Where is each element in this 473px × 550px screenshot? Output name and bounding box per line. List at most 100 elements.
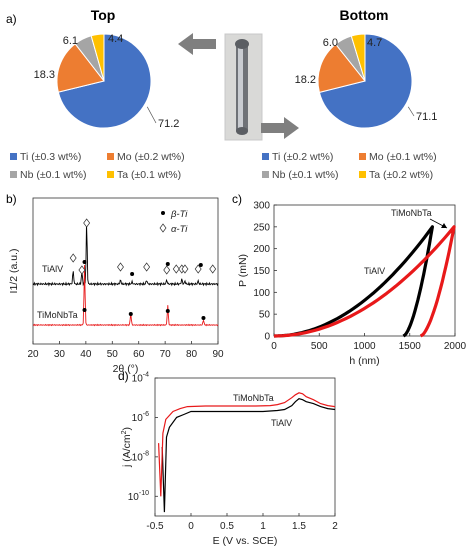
xrd-frame: [32, 197, 219, 345]
legend-swatch: [262, 171, 269, 178]
pol-xtick-label: 1: [260, 521, 266, 532]
pol-label-tialv: TiAlV: [271, 418, 292, 428]
arrow-left: [178, 33, 216, 55]
legend-entry: Nb (±0.1 wt%): [20, 169, 86, 181]
alpha-marker: [209, 264, 217, 274]
pie-value-label: 6.1: [63, 35, 78, 47]
pie-value-label: 18.2: [295, 74, 316, 86]
legend-entry: Ta (±0.1 wt%): [117, 169, 181, 181]
alpha-marker: [78, 265, 86, 275]
nano-series-tialv: [273, 225, 434, 338]
pie-chart-top: 71.2 18.3 6.1 4.4: [34, 33, 180, 130]
nano-ytick-label: 150: [253, 266, 270, 277]
arrow-right: [261, 117, 299, 139]
pol-series-timonbta: [158, 392, 336, 497]
pie-value-label: 71.2: [158, 118, 179, 130]
beta-marker: [201, 316, 206, 320]
xrd-tick-label: 20: [27, 349, 39, 360]
alpha-marker: [181, 264, 189, 274]
pol-label-timonbta: TiMoNbTa: [233, 393, 274, 403]
legend-alpha-marker: [159, 223, 167, 233]
xrd-label-tialv: TiAlV: [42, 264, 63, 274]
beta-marker: [128, 312, 133, 316]
alpha-marker: [163, 265, 171, 275]
pie-value-label: 6.0: [323, 37, 338, 49]
legend-entry: Ti (±0.2 wt%): [272, 151, 333, 163]
xrd-label-timonbta: TiMoNbTa: [37, 310, 78, 320]
legend-swatch: [359, 153, 366, 160]
xrd-legend-beta: β-Ti: [170, 209, 188, 220]
pol-ytick-label: 10-10: [128, 490, 149, 503]
xrd-tick-label: 60: [133, 349, 145, 360]
indentation-chart: 0 500 1000 1500 2000 0 50 100 150 200 250 300 h (nm)…: [237, 201, 467, 368]
pol-xtick-label: 1.5: [292, 521, 306, 532]
nano-xtick-label: 0: [271, 341, 277, 352]
pie-top-legend: Ti (±0.3 wt%) Mo (±0.2 wt%) Nb (±0.1 wt%) T…: [10, 151, 185, 181]
alpha-marker: [194, 264, 202, 274]
panel-label-b: b): [6, 192, 17, 206]
alpha-marker: [143, 262, 151, 272]
legend-entry: Mo (±0.2 wt%): [117, 151, 185, 163]
xrd-chart: 20 30 40 50 60 70 80 90 2θ (°) I1/2 (a.u.) TiAlV Ti…: [8, 197, 224, 375]
nano-xtick-label: 1000: [353, 341, 376, 352]
pol-ytick-label: 10-4: [132, 372, 149, 385]
pie-value-label: 4.7: [367, 37, 382, 49]
xrd-tick-label: 70: [160, 349, 172, 360]
nano-ytick-label: 300: [253, 201, 270, 212]
legend-swatch: [107, 171, 114, 178]
panel-label-d: d): [118, 369, 129, 383]
nano-series-timonbta: [273, 225, 456, 338]
nano-ytick-label: 200: [253, 244, 270, 255]
pie-bottom-legend: Ti (±0.2 wt%) Mo (±0.1 wt%) Nb (±0.1 wt%) T…: [262, 151, 437, 181]
alpha-marker: [117, 262, 124, 272]
legend-swatch: [10, 171, 17, 178]
beta-marker: [165, 309, 170, 313]
nano-xtick-label: 1500: [399, 341, 422, 352]
legend-swatch: [262, 153, 269, 160]
xrd-legend-alpha: α-Ti: [171, 224, 188, 235]
pol-xlabel: E (V vs. SCE): [213, 535, 278, 547]
pie-value-label: 4.4: [108, 33, 123, 45]
alpha-marker: [69, 253, 77, 263]
legend-swatch: [107, 153, 114, 160]
beta-marker: [165, 262, 170, 266]
beta-marker: [82, 260, 87, 264]
pol-series-tialv: [161, 398, 336, 513]
leader-line: [146, 106, 157, 124]
nano-label-timonbta: TiMoNbTa: [391, 208, 432, 218]
nano-ytick-label: 100: [253, 288, 270, 299]
pie-slice-mo: [317, 43, 366, 94]
beta-marker: [130, 272, 135, 276]
pie-slice-mo: [56, 43, 105, 93]
beta-marker: [198, 263, 203, 267]
nano-xlabel: h (nm): [349, 355, 379, 367]
pie-top-title: Top: [91, 7, 116, 23]
legend-swatch: [10, 153, 17, 160]
pie-slice-ta: [350, 33, 366, 82]
pol-xtick-label: 2: [332, 521, 338, 532]
polarization-chart: -0.5 0 0.5 1 1.5 2 10-10 10-8 10-6 10-4 E (V vs. S…: [121, 372, 338, 548]
pie-value-label: 18.3: [34, 69, 55, 81]
legend-entry: Mo (±0.1 wt%): [369, 151, 437, 163]
nano-label-tialv: TiAlV: [364, 266, 385, 276]
leader-line: [407, 106, 415, 117]
legend-entry: Ta (±0.2 wt%): [369, 169, 433, 181]
alpha-marker: [83, 218, 91, 228]
pol-ytick-label: 10-6: [132, 411, 149, 424]
xrd-xlabel: 2θ (°): [113, 363, 139, 375]
pie-bottom-title: Bottom: [340, 7, 389, 23]
xrd-ylabel: I1/2 (a.u.): [8, 249, 20, 294]
xrd-tick-label: 40: [80, 349, 92, 360]
legend-entry: Nb (±0.1 wt%): [272, 169, 338, 181]
alpha-marker: [172, 264, 180, 274]
nano-ytick-label: 250: [253, 222, 270, 233]
xrd-tick-label: 30: [54, 349, 66, 360]
xrd-tick-label: 80: [186, 349, 198, 360]
pol-xtick-label: -0.5: [146, 521, 164, 532]
panel-label-a: a): [6, 12, 17, 26]
pol-ylabel: j (A/cm2): [121, 427, 133, 468]
legend-beta-marker: [161, 211, 165, 215]
pie-slice-ta: [90, 33, 105, 82]
xrd-tick-label: 50: [107, 349, 119, 360]
